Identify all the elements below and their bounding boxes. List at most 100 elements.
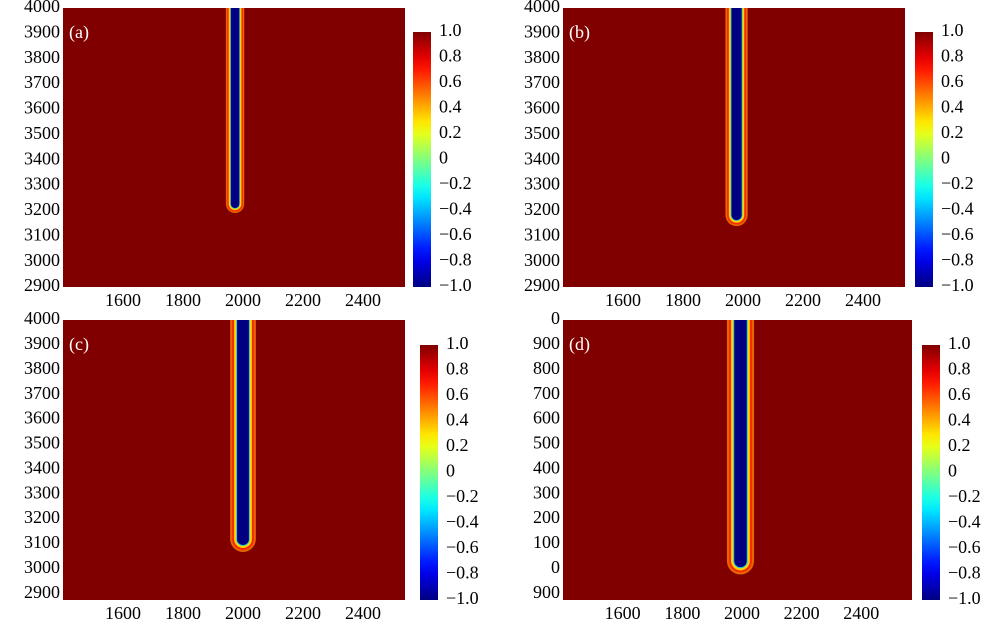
colorbar <box>413 32 431 287</box>
x-tick-label: 1600 <box>105 603 141 623</box>
colorbar-tick-label: 0.4 <box>941 97 964 117</box>
colorbar-tick-label: 0.8 <box>948 359 971 379</box>
colorbar <box>922 345 940 600</box>
y-tick-label: 3700 <box>524 72 560 92</box>
colorbar-tick-label: −1.0 <box>446 588 479 608</box>
x-tick-label: 2000 <box>225 603 261 623</box>
x-tick-label: 1800 <box>165 603 201 623</box>
y-tick-label: 3400 <box>524 148 560 168</box>
y-tick-label: 3900 <box>24 21 60 41</box>
colorbar-tick-label: −0.4 <box>941 199 974 219</box>
colorbar-tick-label: 0.8 <box>446 359 469 379</box>
colorbar-tick-label: −0.8 <box>941 250 974 270</box>
colorbar-tick-label: 1.0 <box>439 20 462 40</box>
y-tick-label: 600 <box>533 408 560 428</box>
y-tick-label: 2900 <box>24 582 60 602</box>
colorbar-tick-label: 0.6 <box>941 71 964 91</box>
y-tick-label: 3300 <box>24 482 60 502</box>
panel: (d)1600 1800 2000 2200 240009008007006005004… <box>533 308 981 623</box>
y-tick-label: 200 <box>533 507 560 527</box>
y-tick-label: 3600 <box>24 98 60 118</box>
x-tick-label: 2400 <box>845 290 881 310</box>
y-tick-label: 4000 <box>24 0 60 16</box>
x-tick-label: 2200 <box>285 290 321 310</box>
colorbar-tick-label: 0 <box>446 461 455 481</box>
x-tick-label: 2200 <box>785 290 821 310</box>
colorbar-tick-label: 0 <box>439 148 448 168</box>
colorbar-tick-label: −0.2 <box>446 486 479 506</box>
panel-label: (b) <box>569 22 590 43</box>
colorbar <box>420 345 438 600</box>
y-tick-label: 500 <box>533 433 560 453</box>
y-tick-label: 3800 <box>24 47 60 67</box>
y-tick-label: 4000 <box>24 308 60 328</box>
y-tick-label: 3200 <box>524 199 560 219</box>
colorbar-tick-label: 0.2 <box>439 122 462 142</box>
colorbar <box>915 32 933 287</box>
colorbar-tick-label: −0.4 <box>439 199 472 219</box>
colorbar-tick-label: 0.6 <box>948 384 971 404</box>
colorbar-tick-label: 0.8 <box>439 46 462 66</box>
colorbar-tick-label: −0.2 <box>948 486 981 506</box>
y-tick-label: 3000 <box>524 250 560 270</box>
y-tick-label: 3100 <box>524 224 560 244</box>
x-tick-label: 2000 <box>725 290 761 310</box>
y-tick-label: 3200 <box>24 507 60 527</box>
slot <box>731 8 742 221</box>
y-tick-label: 3400 <box>24 457 60 477</box>
colorbar-tick-label: −1.0 <box>948 588 981 608</box>
y-tick-label: 3300 <box>24 174 60 194</box>
y-tick-label: 3500 <box>524 123 560 143</box>
y-tick-label: 2900 <box>524 275 560 295</box>
y-tick-label: 3700 <box>24 72 60 92</box>
colorbar-tick-label: −1.0 <box>941 275 974 295</box>
x-tick-label: 2000 <box>724 603 760 623</box>
colorbar-tick-label: 1.0 <box>948 333 971 353</box>
panel: (a) 1600 1800 2000 2200 2400 4000 3900 3800 3700 3… <box>24 0 472 310</box>
colorbar-tick-label: 0.4 <box>439 97 462 117</box>
colorbar-tick-label: −0.4 <box>446 512 479 532</box>
colorbar-tick-label: 0.2 <box>446 435 469 455</box>
y-tick-label: 400 <box>533 457 560 477</box>
y-tick-label: 300 <box>533 482 560 502</box>
y-tick-label: 900 <box>533 333 560 353</box>
y-tick-label: 0 <box>551 308 560 328</box>
x-tick-label: 2400 <box>345 290 381 310</box>
panel: (b) 1600 1800 2000 2200 2400 4000 3900 3800 3700 3… <box>524 0 974 310</box>
y-tick-label: 3800 <box>524 47 560 67</box>
colorbar-tick-label: 0.8 <box>941 46 964 66</box>
colorbar-tick-label: 1.0 <box>941 20 964 40</box>
y-tick-label: 3700 <box>24 383 60 403</box>
x-tick-label: 2000 <box>225 290 261 310</box>
colorbar-tick-label: 0 <box>948 461 957 481</box>
colorbar-tick-label: −0.6 <box>446 537 479 557</box>
x-tick-label: 1800 <box>664 603 700 623</box>
y-tick-label: 0 <box>551 557 560 577</box>
y-tick-label: 3900 <box>24 333 60 353</box>
panel-label: (d) <box>569 334 590 355</box>
panel: (c) 1600 1800 2000 2200 2400 4000 3900 3800 3700 3… <box>24 308 479 623</box>
x-tick-label: 1600 <box>605 290 641 310</box>
y-tick-label: 3800 <box>24 358 60 378</box>
colorbar-tick-label: −0.4 <box>948 512 981 532</box>
colorbar-tick-label: −0.6 <box>948 537 981 557</box>
colorbar-tick-label: 1.0 <box>446 333 469 353</box>
colorbar-tick-label: −0.8 <box>439 250 472 270</box>
y-tick-label: 900 <box>533 582 560 602</box>
colorbar-tick-label: 0.6 <box>446 384 469 404</box>
colorbar-tick-label: 0.2 <box>941 122 964 142</box>
x-tick-label: 1800 <box>665 290 701 310</box>
y-tick-label: 2900 <box>24 275 60 295</box>
colorbar-tick-label: −0.8 <box>446 563 479 583</box>
y-tick-label: 3000 <box>24 250 60 270</box>
slot <box>237 320 249 546</box>
y-tick-label: 3100 <box>24 224 60 244</box>
colorbar-tick-label: −0.6 <box>439 224 472 244</box>
colorbar-tick-label: 0.2 <box>948 435 971 455</box>
y-tick-label: 3500 <box>24 433 60 453</box>
y-tick-label: 3600 <box>524 98 560 118</box>
colorbar-tick-label: 0 <box>941 148 950 168</box>
colorbar-tick-label: −0.6 <box>941 224 974 244</box>
y-tick-label: 800 <box>533 358 560 378</box>
